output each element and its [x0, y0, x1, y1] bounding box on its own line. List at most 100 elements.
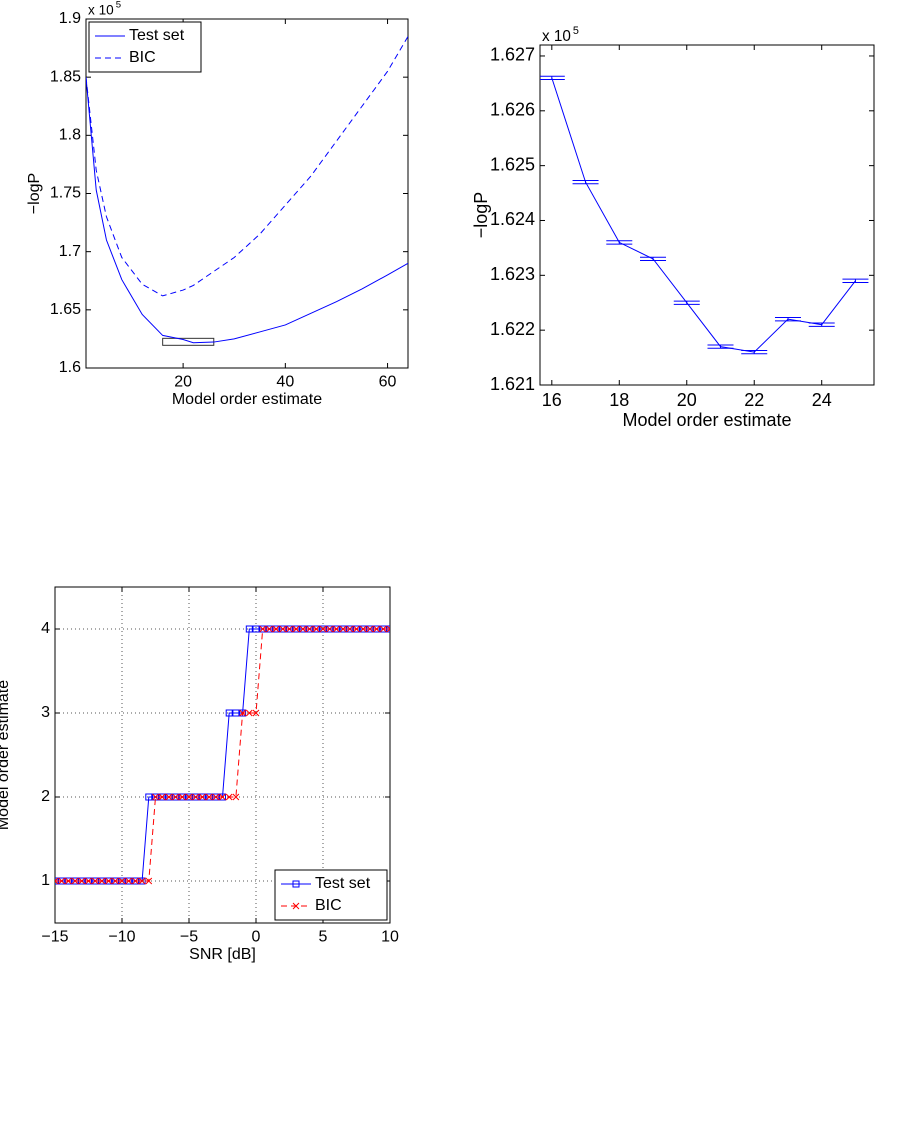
legend-label: BIC [315, 897, 342, 914]
marker [205, 793, 213, 801]
error-bar [808, 322, 835, 327]
error-bar [606, 240, 633, 245]
x-tick-label: 60 [379, 374, 397, 391]
x-tick-label: −5 [180, 929, 198, 946]
series-group [55, 625, 390, 885]
marker [379, 625, 387, 633]
marker [232, 709, 240, 717]
marker [185, 793, 193, 801]
marker [266, 625, 273, 633]
legend-label: Test set [129, 27, 185, 44]
marker [353, 625, 360, 633]
marker [279, 625, 287, 633]
x-tick-label: 16 [542, 390, 562, 410]
marker [98, 877, 106, 885]
marker [138, 877, 146, 885]
plot-frame [85, 18, 409, 369]
y-tick-label: 1.8 [59, 127, 81, 144]
series-group [86, 36, 408, 344]
y-tick-label: 4 [41, 620, 50, 637]
plot-frame [539, 44, 875, 386]
marker [299, 625, 307, 633]
error-bar [741, 349, 768, 355]
error-bar [707, 344, 734, 349]
y-tick-label: 1.624 [490, 209, 535, 229]
marker [192, 793, 200, 801]
marker [145, 877, 153, 885]
legend-box [274, 869, 388, 921]
x-tick-label: 40 [276, 374, 294, 391]
marker [259, 625, 267, 633]
error-bar [842, 278, 869, 283]
y-tick-label: 1.75 [50, 185, 81, 202]
marker [178, 793, 186, 801]
x-axis-label: Model order estimate [172, 391, 322, 408]
x-tick-label: 20 [174, 374, 192, 391]
y-axis-label: −logP [471, 192, 491, 239]
axis-multiplier: x 10 [88, 3, 114, 18]
marker [286, 625, 293, 633]
marker [225, 709, 233, 717]
marker [292, 902, 300, 910]
x-tick-label: 18 [609, 390, 629, 410]
marker [158, 793, 166, 801]
marker [55, 877, 59, 885]
x-tick-label: −15 [41, 929, 68, 946]
y-axis-label: −logP [26, 173, 43, 214]
marker [306, 625, 313, 633]
marker [359, 625, 367, 633]
marker [252, 625, 260, 633]
marker [212, 793, 220, 801]
marker [239, 709, 246, 717]
x-tick-label: 24 [812, 390, 832, 410]
marker [373, 625, 380, 633]
y-tick-label: 1.7 [59, 243, 81, 260]
marker [319, 625, 327, 633]
error-bar [640, 256, 667, 262]
marker [252, 709, 260, 717]
x-tick-label: 0 [252, 929, 261, 946]
marker [219, 793, 226, 801]
series-line [551, 77, 856, 353]
marker [125, 877, 133, 885]
marker [152, 793, 159, 801]
y-tick-label: 1.627 [490, 45, 535, 65]
marker [199, 793, 206, 801]
legend-label: Test set [315, 875, 371, 892]
marker [78, 877, 86, 885]
marker [58, 877, 66, 885]
marker [145, 793, 153, 801]
x-tick-label: 5 [319, 929, 328, 946]
y-tick-label: 1.65 [50, 301, 81, 318]
marker [386, 625, 390, 633]
series-line [86, 77, 408, 344]
y-tick-label: 3 [41, 704, 50, 721]
error-bar [673, 300, 700, 305]
x-tick-label: 22 [744, 390, 764, 410]
plot-frame [54, 586, 391, 924]
marker [326, 625, 334, 633]
marker [292, 880, 300, 888]
legend-label: BIC [129, 49, 156, 66]
marker [366, 625, 374, 633]
marker [232, 793, 240, 801]
marker [339, 625, 347, 633]
marker [132, 877, 139, 885]
error-bar [540, 75, 565, 81]
x-axis-label: SNR [dB] [189, 946, 256, 963]
y-tick-label: 1 [41, 872, 50, 889]
marker [71, 877, 79, 885]
plot-area [55, 587, 390, 923]
axis-multiplier-exponent: 5 [116, 0, 121, 11]
plot-area [540, 45, 874, 385]
legend-box [88, 21, 202, 73]
y-tick-label: 1.9 [59, 10, 81, 27]
y-axis-label: Model order estimate [0, 680, 12, 830]
y-tick-label: 1.6 [59, 359, 81, 376]
marker [292, 625, 300, 633]
marker [105, 877, 112, 885]
marker [118, 877, 126, 885]
y-tick-label: 1.625 [490, 154, 535, 174]
marker [245, 709, 253, 717]
y-tick-label: 1.623 [490, 264, 535, 284]
